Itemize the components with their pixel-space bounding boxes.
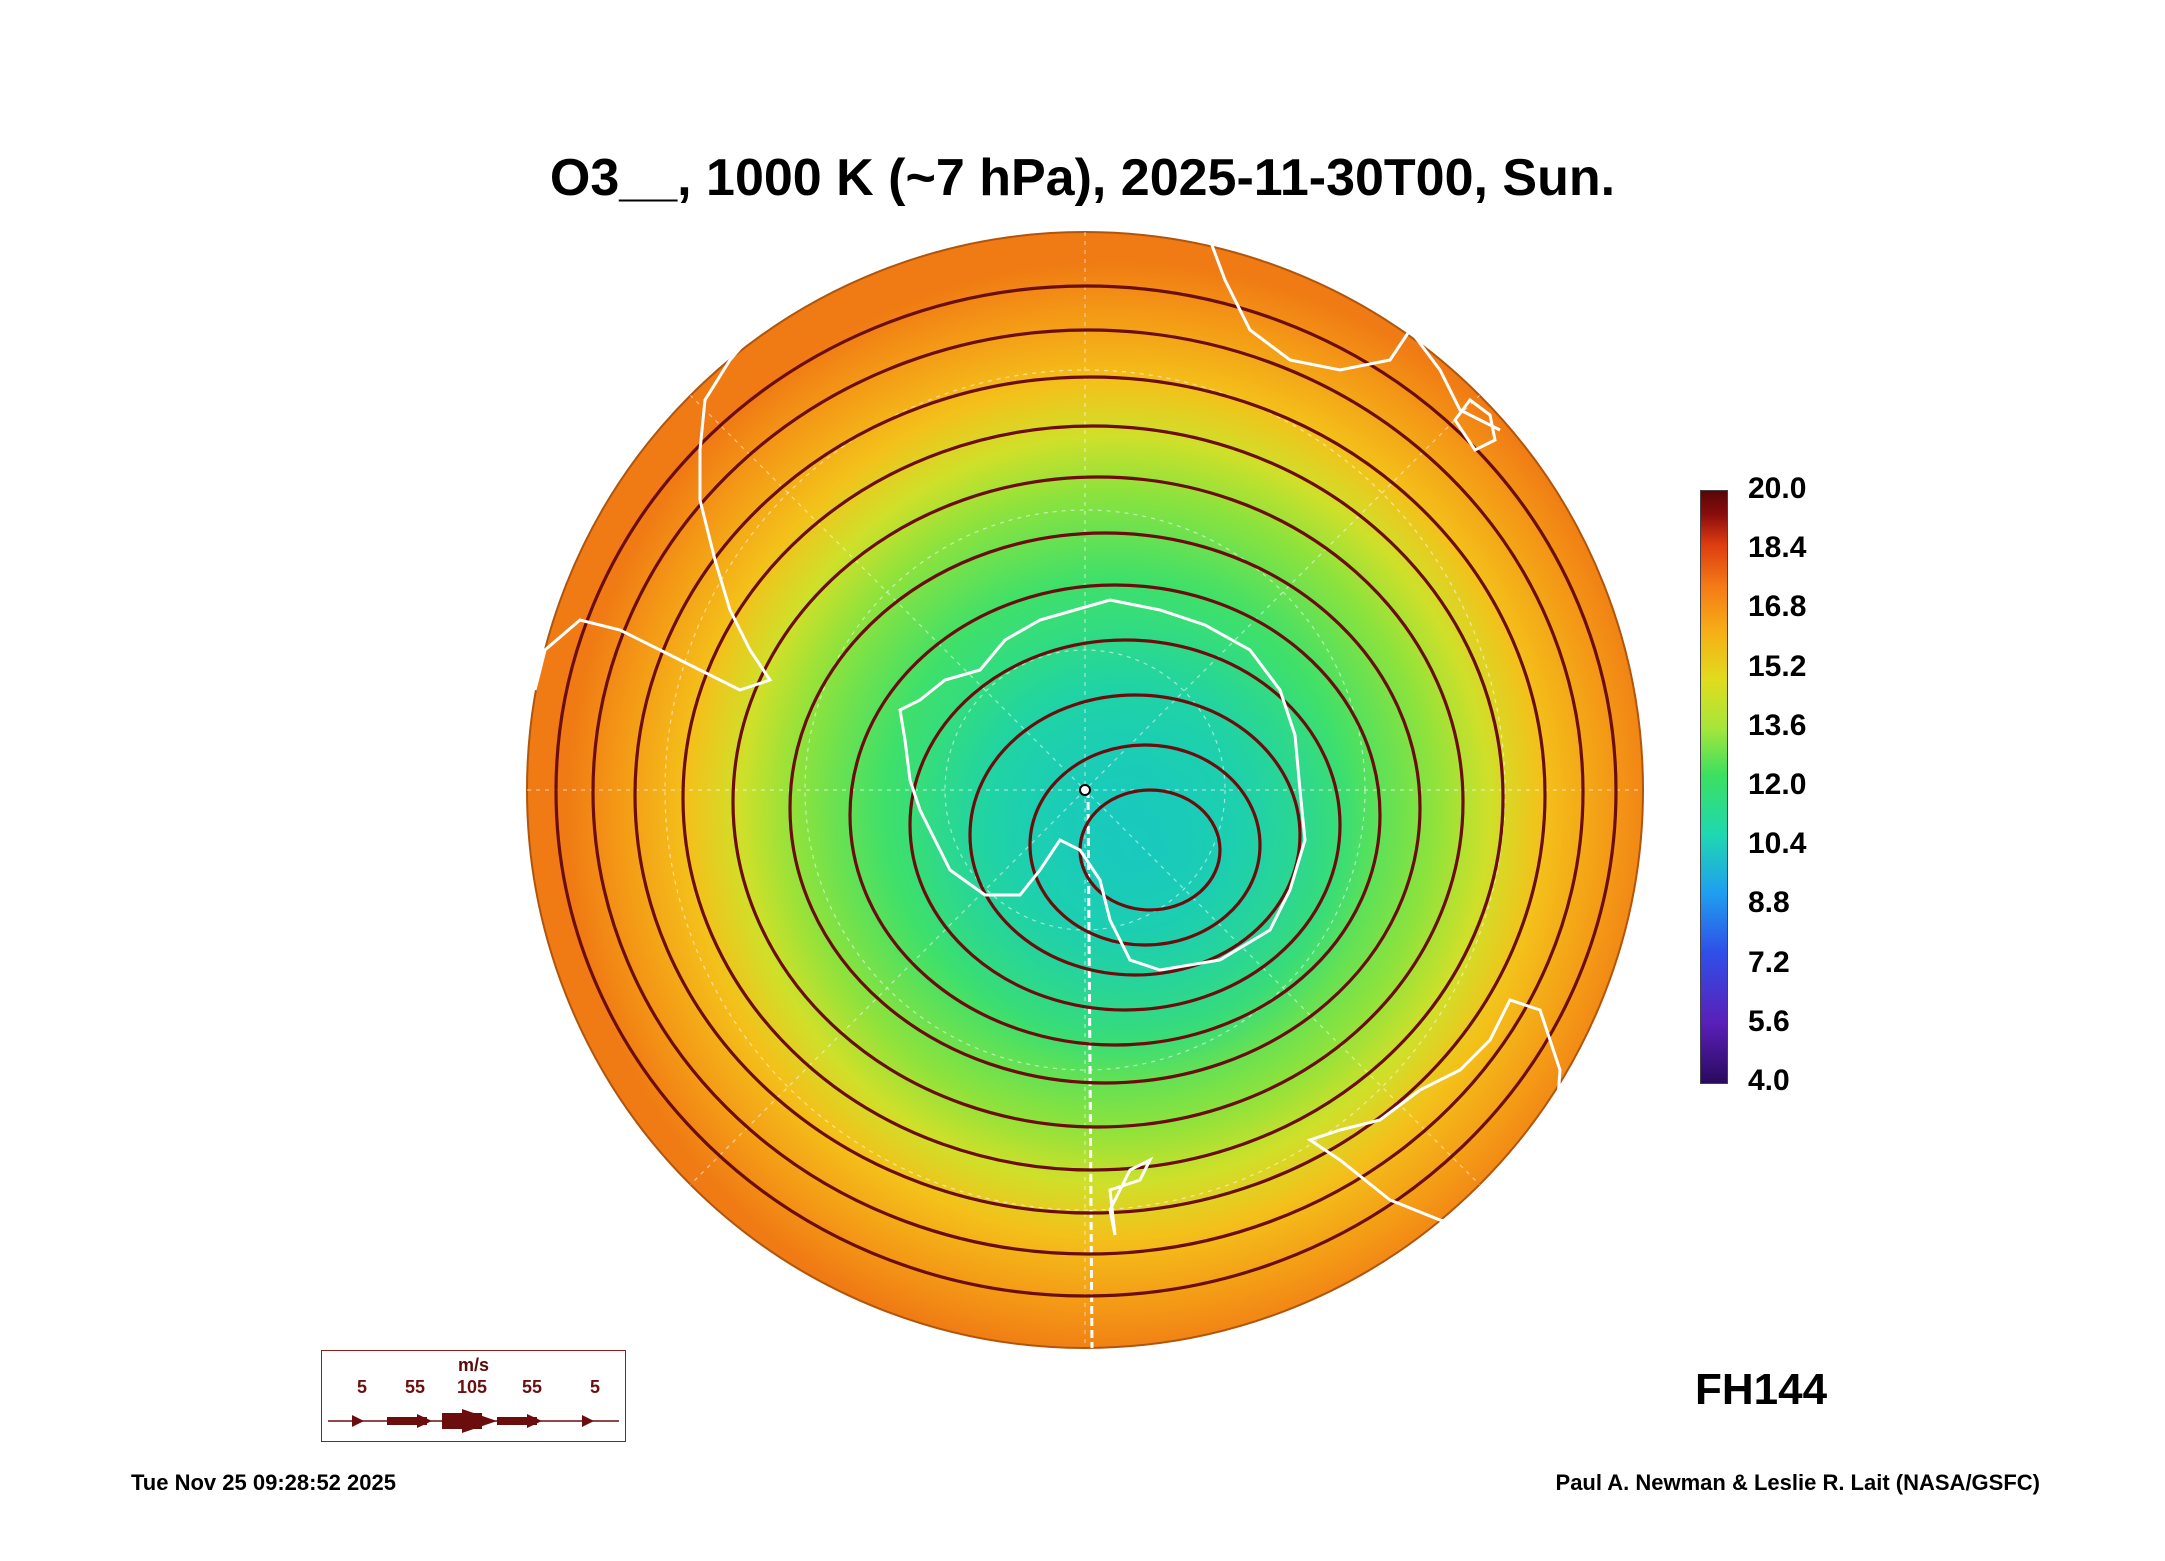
legend-speed-4: 55 (522, 1377, 543, 1397)
colorbar-tick-label: 7.2 (1748, 945, 1790, 979)
streamlines (554, 284, 1618, 1298)
colorbar (1700, 490, 1728, 1084)
coastlines (533, 239, 1562, 1236)
colorbar-tick-label: 16.8 (1748, 590, 1807, 624)
colorbar-tick-label: 13.6 (1748, 708, 1807, 742)
colorbar-tick-label: 20.0 (1748, 472, 1807, 505)
colorbar-tick-label: 12.0 (1748, 768, 1807, 801)
generation-timestamp: Tue Nov 25 09:28:52 2025 (131, 1470, 396, 1495)
colorbar-tick-label: 5.6 (1748, 1004, 1790, 1038)
colorbar-tick-label: 8.8 (1748, 886, 1790, 920)
africa-coastline (1208, 239, 1501, 432)
new-zealand-coastline (1108, 1156, 1154, 1236)
map-title: O3__, 1000 K (~7 hPa), 2025-11-30T00, Su… (549, 149, 1616, 207)
wind-speed-legend: m/s 5 55 105 55 5 (321, 1350, 626, 1442)
credit-line: Paul A. Newman & Leslie R. Lait (NASA/GS… (1555, 1470, 2040, 1495)
legend-unit: m/s (457, 1355, 490, 1375)
legend-streamline-sample (328, 1409, 619, 1433)
legend-speed-2: 55 (405, 1377, 426, 1397)
antarctica-coastline (898, 598, 1307, 972)
colorbar-tick-label: 10.4 (1748, 827, 1807, 861)
date-line (1086, 789, 1094, 1349)
colorbar-tick-label: 15.2 (1748, 649, 1807, 683)
legend-speed-3: 105 (457, 1377, 488, 1397)
pole-marker (1079, 784, 1091, 796)
legend-speed-1: 5 (357, 1377, 368, 1397)
colorbar-tick-label: 4.0 (1748, 1064, 1790, 1097)
south-america-coastline (533, 324, 773, 692)
legend-speed-5: 5 (590, 1377, 601, 1397)
australia-coastline (1306, 998, 1562, 1232)
madagascar-coastline (1453, 397, 1497, 452)
colorbar-tick-label: 18.4 (1748, 531, 1807, 565)
forecast-hour-label: FH144 (1695, 1365, 1828, 1414)
